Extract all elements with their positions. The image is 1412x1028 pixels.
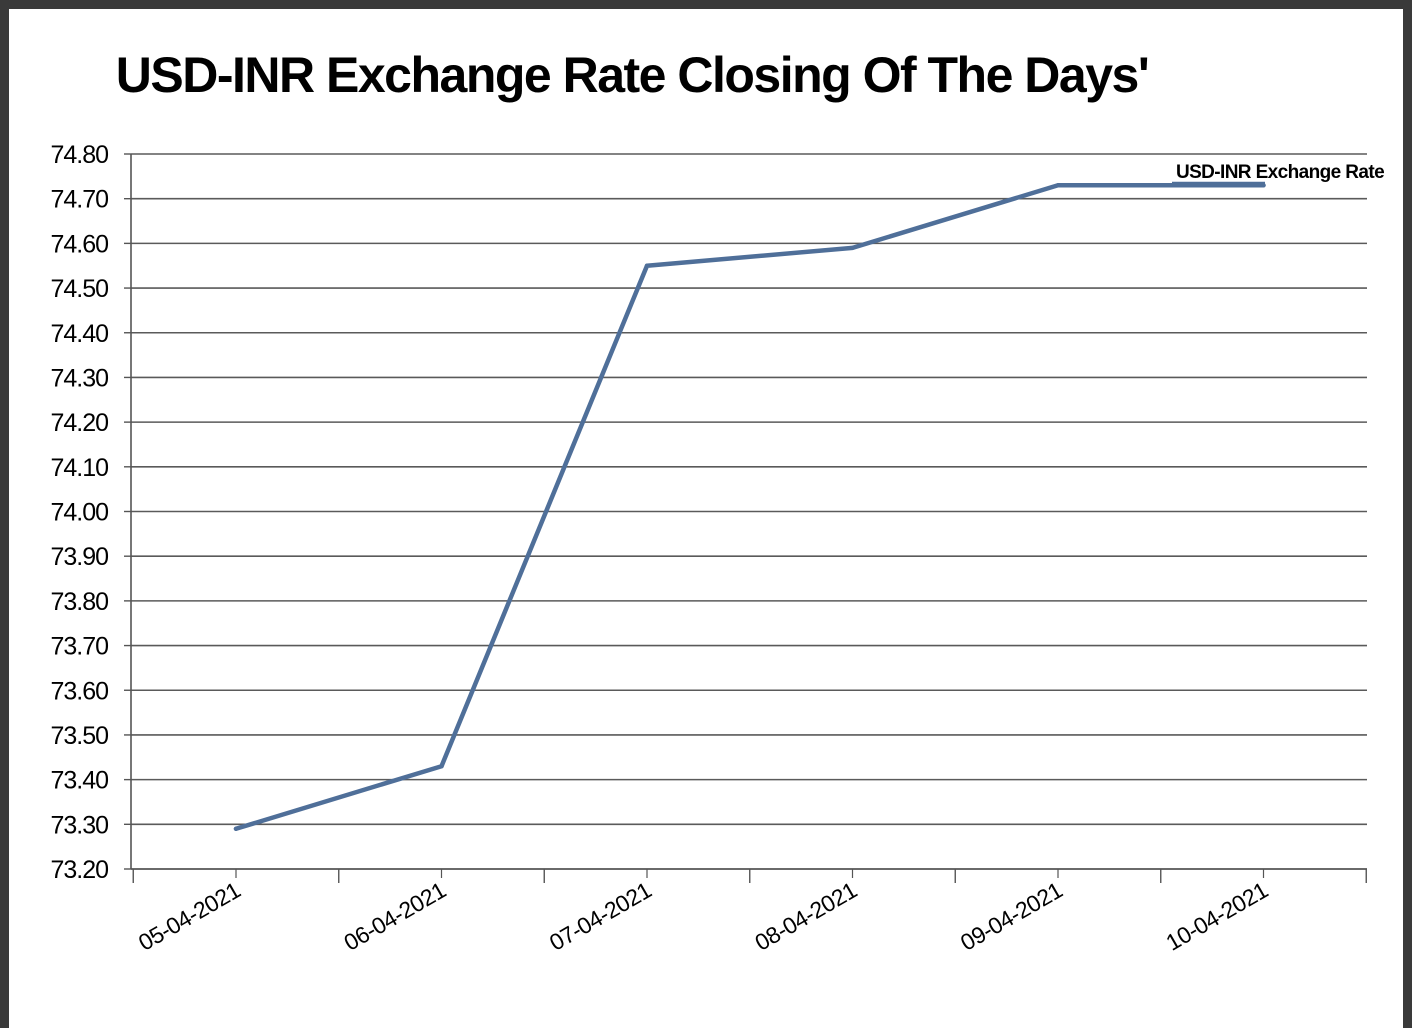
series-line	[233, 183, 1266, 832]
y-tick-label: 73.50	[50, 722, 108, 750]
y-tick-label: 74.20	[50, 409, 108, 437]
data-point	[439, 764, 444, 769]
x-axis-tick-labels: 05-04-2021 06-04-2021 07-04-2021 08-04-2021…	[134, 877, 1272, 956]
axes	[124, 153, 1367, 883]
data-point	[233, 826, 239, 831]
y-tick-label: 74.80	[50, 141, 108, 169]
y-tick-label: 74.70	[50, 186, 108, 214]
legend: USD-INR Exchange Rate	[1172, 162, 1385, 187]
y-tick-label: 74.30	[50, 364, 108, 392]
x-tick-label: 09-04-2021	[956, 877, 1067, 956]
y-tick-label: 73.40	[50, 767, 108, 795]
x-tick-label: 10-04-2021	[1161, 877, 1272, 956]
y-tick-label: 73.60	[50, 677, 108, 705]
legend-label: USD-INR Exchange Rate	[1176, 162, 1384, 183]
y-tick-label: 73.30	[50, 811, 108, 839]
y-tick-label: 74.50	[50, 275, 108, 303]
chart-title: USD-INR Exchange Rate Closing Of The Day…	[116, 47, 1148, 103]
x-tick-label: 05-04-2021	[134, 877, 245, 956]
x-tick-label: 06-04-2021	[339, 877, 450, 956]
series-layer	[233, 183, 1266, 832]
y-tick-label: 73.70	[50, 633, 108, 661]
data-point	[850, 245, 855, 251]
y-tick-label: 74.10	[50, 454, 108, 482]
y-tick-label: 74.40	[50, 320, 108, 348]
y-tick-label: 74.60	[50, 230, 108, 258]
x-tick-label: 07-04-2021	[545, 877, 656, 956]
y-tick-label: 73.80	[50, 588, 108, 616]
y-tick-label: 73.20	[50, 856, 108, 884]
y-tick-label: 74.00	[50, 499, 108, 527]
y-axis-tick-labels: 73.20 73.30 73.40 73.50 73.60 73.70 73.80 73.90…	[50, 141, 109, 884]
x-tick-label: 08-04-2021	[750, 877, 861, 956]
gridlines	[131, 153, 1367, 826]
data-point	[644, 263, 650, 268]
data-point	[1055, 183, 1061, 188]
y-tick-label: 73.90	[50, 543, 108, 571]
